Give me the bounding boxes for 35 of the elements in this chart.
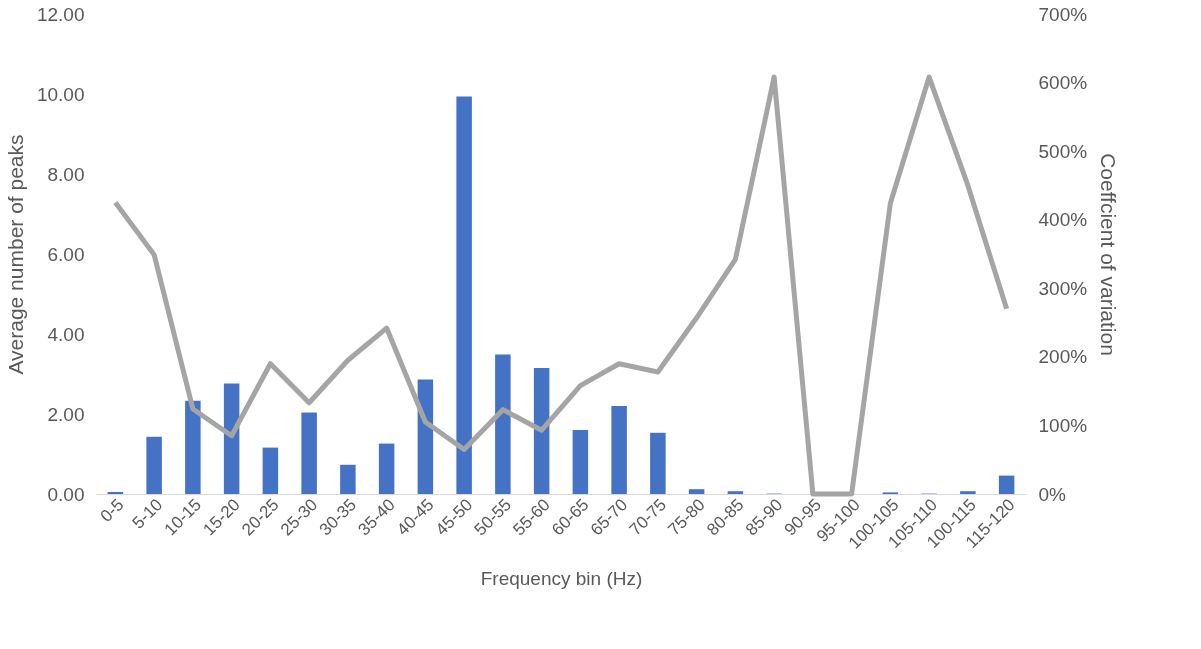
bar	[301, 412, 317, 494]
bar	[572, 430, 589, 494]
bar	[185, 400, 201, 494]
y2-tick-label: 400%	[1038, 209, 1088, 231]
bar	[650, 432, 666, 494]
bar	[998, 475, 1015, 494]
bar	[611, 406, 627, 494]
y2-axis-title: Coeffcient of variation	[1097, 153, 1121, 356]
y-tick-label: 6.00	[47, 243, 85, 265]
y2-tick-label: 500%	[1038, 140, 1088, 162]
bar	[340, 464, 356, 494]
x-tick-label: 0-5	[96, 495, 128, 526]
y-tick-label: 4.00	[47, 323, 85, 345]
y2-tick-label: 300%	[1038, 277, 1088, 299]
x-axis-title: Frequency bin (Hz)	[480, 567, 643, 589]
y-tick-label: 0.00	[47, 483, 85, 505]
bar	[456, 96, 472, 494]
y-tick-label: 8.00	[47, 163, 85, 185]
y-tick-label: 2.00	[47, 403, 85, 425]
y-tick-label: 12.00	[36, 3, 85, 25]
y2-tick-label: 200%	[1038, 346, 1088, 368]
y2-tick-label: 600%	[1038, 72, 1088, 94]
bar	[262, 447, 279, 494]
bar	[533, 368, 550, 494]
bar	[146, 436, 162, 494]
y-tick-label: 10.00	[36, 83, 85, 105]
y2-tick-label: 100%	[1038, 414, 1088, 436]
y-axis-title: Average number of peaks	[3, 134, 27, 375]
bar	[495, 354, 511, 494]
y2-tick-label: 0%	[1038, 483, 1067, 505]
bar	[727, 491, 744, 494]
bar	[688, 489, 705, 494]
bar	[960, 491, 976, 494]
y2-tick-label: 700%	[1038, 3, 1088, 25]
bar	[378, 443, 395, 494]
